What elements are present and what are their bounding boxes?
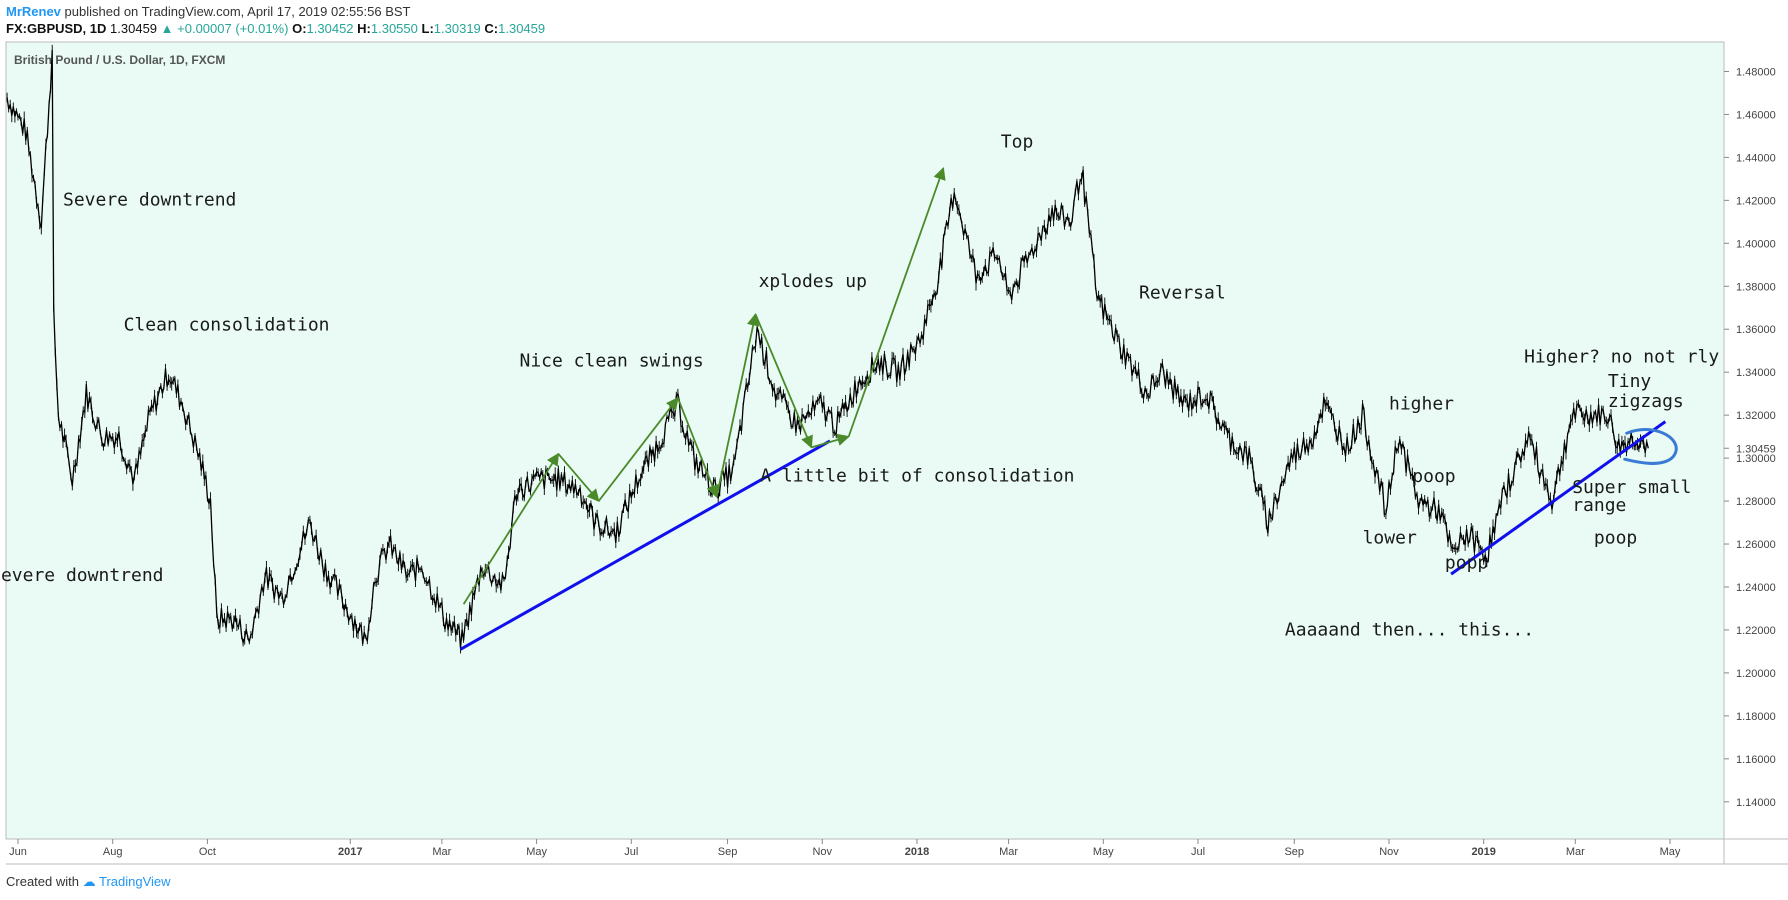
annotation-6: Reversal [1139,282,1226,303]
price-tick-label-10: 1.28000 [1736,496,1776,508]
open-value: 1.30452 [306,21,354,36]
author-link[interactable]: MrRenev [6,4,61,19]
drawings [459,166,1678,651]
annotations: Severe downtrend Clean consolidation Sever… [0,132,1719,641]
annotation-16: poop [1594,527,1637,548]
annotation-18: Aaaaand then... this... [1285,619,1534,640]
time-tick-label-8: Nov [812,846,832,858]
created-with-text: Created with [6,874,79,889]
high-value: 1.30550 [370,21,418,36]
time-tick-label-16: Mar [1566,846,1585,858]
swing-arrow-0-7 [847,166,946,437]
last-price-marker: 1.30459 [1724,443,1776,455]
time-tick-label-10: Mar [999,846,1018,858]
time-tick-label-4: Mar [432,846,451,858]
price-tick-label-2: 1.44000 [1736,152,1776,164]
annotation-2: Severe downtrend [0,565,163,586]
time-axis: Jun Aug Oct 2017 Mar May Jul Sep Nov 2018 Mar May Ju… [9,839,1681,858]
symbol-info: FX:GBPUSD, 1D 1.30459 ▲ +0.00007 (+0.01%… [6,21,545,36]
time-tick-label-3: 2017 [338,846,362,858]
last-price: 1.30459 [110,21,158,36]
price-tick-label-3: 1.42000 [1736,195,1776,207]
trendline-1 [1450,420,1667,576]
time-tick-label-17: May [1660,846,1681,858]
annotation-12: poop [1412,466,1455,487]
time-tick-label-12: Jul [1191,846,1205,858]
price-tick-label-6: 1.36000 [1736,324,1776,336]
symbol-label: FX:GBPUSD, 1D [6,21,107,36]
annotation-7: A little bit of consolidation [760,465,1074,486]
price-tick-label-5: 1.38000 [1736,281,1776,293]
time-tick-label-1: Aug [103,846,123,858]
price-tick-label-11: 1.26000 [1736,539,1776,551]
swing-arrow-0-3 [677,397,719,498]
annotation-15: lower [1363,527,1417,548]
annotation-13: Super small [1572,477,1691,498]
low-label: L: [421,21,434,36]
annotation-0: Severe downtrend [63,190,236,211]
price-tick-label-8: 1.32000 [1736,410,1776,422]
annotation-9: Tiny [1608,371,1652,392]
publication-info: MrRenev published on TradingView.com, Ap… [6,4,410,19]
tradingview-link[interactable]: TradingView [99,874,171,889]
time-tick-label-7: Sep [718,846,738,858]
chart-title: British Pound / U.S. Dollar, 1D, FXCM [14,53,225,67]
price-tick-label-4: 1.40000 [1736,238,1776,250]
last-price-label: 1.30459 [1736,443,1776,455]
price-tick-label-1: 1.46000 [1736,109,1776,121]
annotation-4: xplodes up [759,271,867,292]
price-axis: 1.48000 1.46000 1.44000 1.42000 1.40000 1.380… [1724,66,1776,809]
swing-arrow-0-6 [811,433,850,449]
close-value: 1.30459 [498,21,546,36]
swing-arrow-0-4 [715,312,760,497]
price-line [6,49,1649,649]
price-tick-label-15: 1.18000 [1736,711,1776,723]
price-series [6,44,1649,654]
annotation-10: zigzags [1608,391,1684,412]
price-change: ▲ +0.00007 (+0.01%) [160,21,289,36]
swing-arrow-0-5 [754,313,813,449]
price-tick-label-17: 1.14000 [1736,797,1776,809]
annotation-5: Top [1001,132,1034,153]
price-tick-label-12: 1.24000 [1736,582,1776,594]
plot-area[interactable] [5,41,1725,840]
time-tick-label-0: Jun [9,846,27,858]
trendline-0 [459,439,831,651]
time-tick-label-6: Jul [624,846,638,858]
price-tick-label-7: 1.34000 [1736,367,1776,379]
price-tick-label-16: 1.16000 [1736,754,1776,766]
published-text: published on TradingView.com, April 17, … [64,4,411,19]
low-value: 1.30319 [433,21,481,36]
time-tick-label-9: 2018 [905,846,929,858]
swing-arrow-0-0 [462,452,560,605]
tradingview-logo-icon[interactable]: ☁ [82,874,96,889]
price-tick-label-13: 1.22000 [1736,625,1776,637]
time-tick-label-11: May [1093,846,1114,858]
annotation-14: range [1572,495,1626,516]
annotation-17: popp [1445,553,1488,574]
swing-arrow-0-2 [597,396,679,502]
close-label: C: [484,21,499,36]
time-tick-label-14: Nov [1379,846,1399,858]
price-tick-label-0: 1.48000 [1736,66,1776,78]
time-tick-label-5: May [526,846,547,858]
annotation-8: Higher? no not rly [1524,346,1719,367]
price-tick-label-9: 1.30000 [1736,453,1776,465]
range-circle [1623,428,1678,465]
footer: Created with ☁ TradingView [6,874,171,890]
swing-arrow-0-1 [557,453,600,503]
high-label: H: [357,21,371,36]
time-tick-label-15: 2019 [1471,846,1495,858]
time-tick-label-13: Sep [1284,846,1304,858]
price-tick-label-14: 1.20000 [1736,668,1776,680]
annotation-11: higher [1389,393,1454,414]
annotation-3: Nice clean swings [520,351,704,372]
annotation-1: Clean consolidation [124,315,330,336]
open-label: O: [292,21,307,36]
time-tick-label-2: Oct [199,846,216,858]
